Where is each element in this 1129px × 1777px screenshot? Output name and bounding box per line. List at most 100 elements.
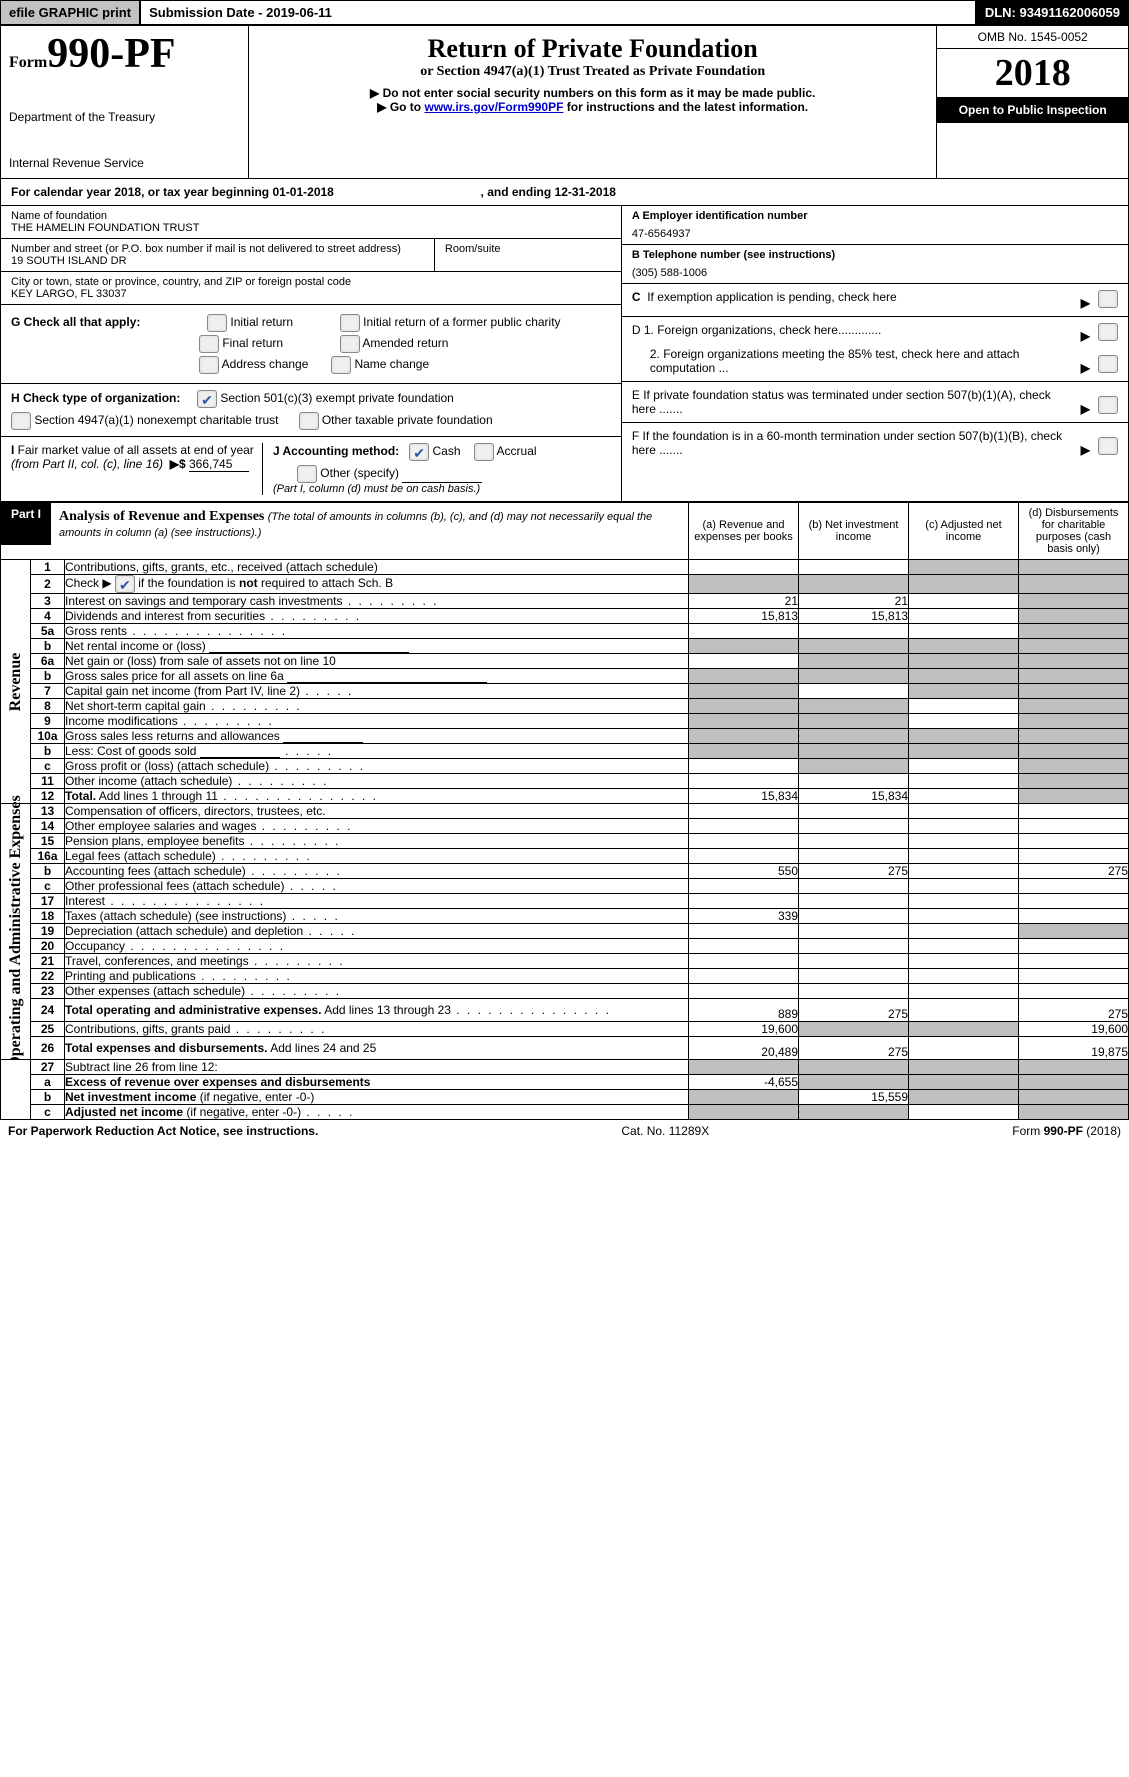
cell-value (1019, 744, 1129, 759)
cell-value (909, 1060, 1019, 1075)
checkbox-f[interactable] (1098, 437, 1118, 455)
form-word: Form (9, 54, 47, 71)
cell-value (689, 819, 799, 834)
cell-value (909, 984, 1019, 999)
checkbox-name-change[interactable] (331, 356, 351, 374)
table-row: 19Depreciation (attach schedule) and dep… (1, 924, 1129, 939)
line-description: Net short-term capital gain (65, 699, 689, 714)
table-row: 8Net short-term capital gain (1, 699, 1129, 714)
cell-value: 19,600 (1019, 1022, 1129, 1037)
checkbox-address-change[interactable] (199, 356, 219, 374)
foundation-name: THE HAMELIN FOUNDATION TRUST (11, 222, 611, 234)
line-description: Excess of revenue over expenses and disb… (65, 1075, 689, 1090)
form-number: 990-PF (47, 31, 175, 77)
table-row: aExcess of revenue over expenses and dis… (1, 1075, 1129, 1090)
table-row: 6aNet gain or (loss) from sale of assets… (1, 654, 1129, 669)
line-number: 23 (31, 984, 65, 999)
ein-box: A Employer identification number 47-6564… (622, 206, 1128, 245)
checkbox-other-taxable[interactable] (299, 412, 319, 430)
checkbox-initial-return[interactable] (207, 314, 227, 332)
line-number: b (31, 744, 65, 759)
irs-link[interactable]: www.irs.gov/Form990PF (424, 100, 563, 114)
header-right: OMB No. 1545-0052 2018 Open to Public In… (936, 26, 1128, 178)
submission-date: Submission Date - 2019-06-11 (140, 0, 976, 25)
cell-value (689, 774, 799, 789)
cell-value (799, 759, 909, 774)
checkbox-final-return[interactable] (199, 335, 219, 353)
section-h: H Check type of organization: Section 50… (1, 384, 621, 437)
checkbox-e[interactable] (1098, 396, 1118, 414)
col-a-header: (a) Revenue and expenses per books (689, 503, 799, 560)
60-month-termination: F If the foundation is in a 60-month ter… (622, 423, 1128, 463)
cell-value: 21 (799, 594, 909, 609)
checkbox-501c3[interactable] (197, 390, 217, 408)
cell-value (1019, 684, 1129, 699)
efile-label: efile GRAPHIC print (0, 0, 140, 25)
line-number: 17 (31, 894, 65, 909)
checkbox-amended[interactable] (340, 335, 360, 353)
line-description: Gross sales less returns and allowances (65, 729, 689, 744)
line-description: Check ▶ if the foundation is not require… (65, 575, 689, 594)
cell-value (689, 1090, 799, 1105)
line-number: 26 (31, 1037, 65, 1060)
table-row: 3Interest on savings and temporary cash … (1, 594, 1129, 609)
table-row: 22Printing and publications (1, 969, 1129, 984)
checkbox-d1[interactable] (1098, 323, 1118, 341)
cell-value: 15,813 (799, 609, 909, 624)
cell-value (909, 879, 1019, 894)
cell-value (909, 654, 1019, 669)
room-suite-box: Room/suite (435, 239, 621, 271)
section-side-label: Revenue (1, 560, 31, 804)
line-number: 27 (31, 1060, 65, 1075)
telephone: (305) 588-1006 (632, 267, 1118, 279)
cell-value (909, 714, 1019, 729)
cell-value (799, 624, 909, 639)
checkbox-c[interactable] (1098, 290, 1118, 308)
cell-value (799, 714, 909, 729)
line-description: Other expenses (attach schedule) (65, 984, 689, 999)
checkbox-sch-b[interactable] (115, 575, 135, 593)
table-row: bLess: Cost of goods sold (1, 744, 1129, 759)
cell-value: 275 (799, 1037, 909, 1060)
cell-value (1019, 789, 1129, 804)
cell-value (909, 744, 1019, 759)
cell-value (1019, 594, 1129, 609)
line-description: Net gain or (loss) from sale of assets n… (65, 654, 689, 669)
cell-value (909, 1022, 1019, 1037)
checkbox-other-method[interactable] (297, 465, 317, 483)
cell-value (1019, 909, 1129, 924)
cell-value (799, 969, 909, 984)
checkbox-4947a1[interactable] (11, 412, 31, 430)
cell-value (909, 774, 1019, 789)
line-number: 11 (31, 774, 65, 789)
table-row: cOther professional fees (attach schedul… (1, 879, 1129, 894)
cell-value (689, 969, 799, 984)
checkbox-initial-former[interactable] (340, 314, 360, 332)
checkbox-cash[interactable] (409, 443, 429, 461)
cell-value (799, 1075, 909, 1090)
part1-title: Analysis of Revenue and Expenses (59, 509, 264, 524)
table-row: 4Dividends and interest from securities1… (1, 609, 1129, 624)
line-number: 2 (31, 575, 65, 594)
line-number: 4 (31, 609, 65, 624)
line-number: 5a (31, 624, 65, 639)
cell-value (1019, 560, 1129, 575)
cell-value (1019, 939, 1129, 954)
part1-header-row: Part I Analysis of Revenue and Expenses … (1, 503, 1129, 560)
cell-value (689, 834, 799, 849)
cell-value (1019, 1105, 1129, 1120)
line-number: b (31, 1090, 65, 1105)
checkbox-d2[interactable] (1098, 355, 1118, 373)
cell-value: 275 (799, 864, 909, 879)
cell-value (1019, 669, 1129, 684)
line-number: 10a (31, 729, 65, 744)
cell-value (799, 654, 909, 669)
cell-value (909, 789, 1019, 804)
checkbox-accrual[interactable] (474, 443, 494, 461)
cell-value (909, 909, 1019, 924)
table-row: bAccounting fees (attach schedule)550275… (1, 864, 1129, 879)
table-row: cAdjusted net income (if negative, enter… (1, 1105, 1129, 1120)
line-description: Other income (attach schedule) (65, 774, 689, 789)
col-b-header: (b) Net investment income (799, 503, 909, 560)
line-number: 6a (31, 654, 65, 669)
